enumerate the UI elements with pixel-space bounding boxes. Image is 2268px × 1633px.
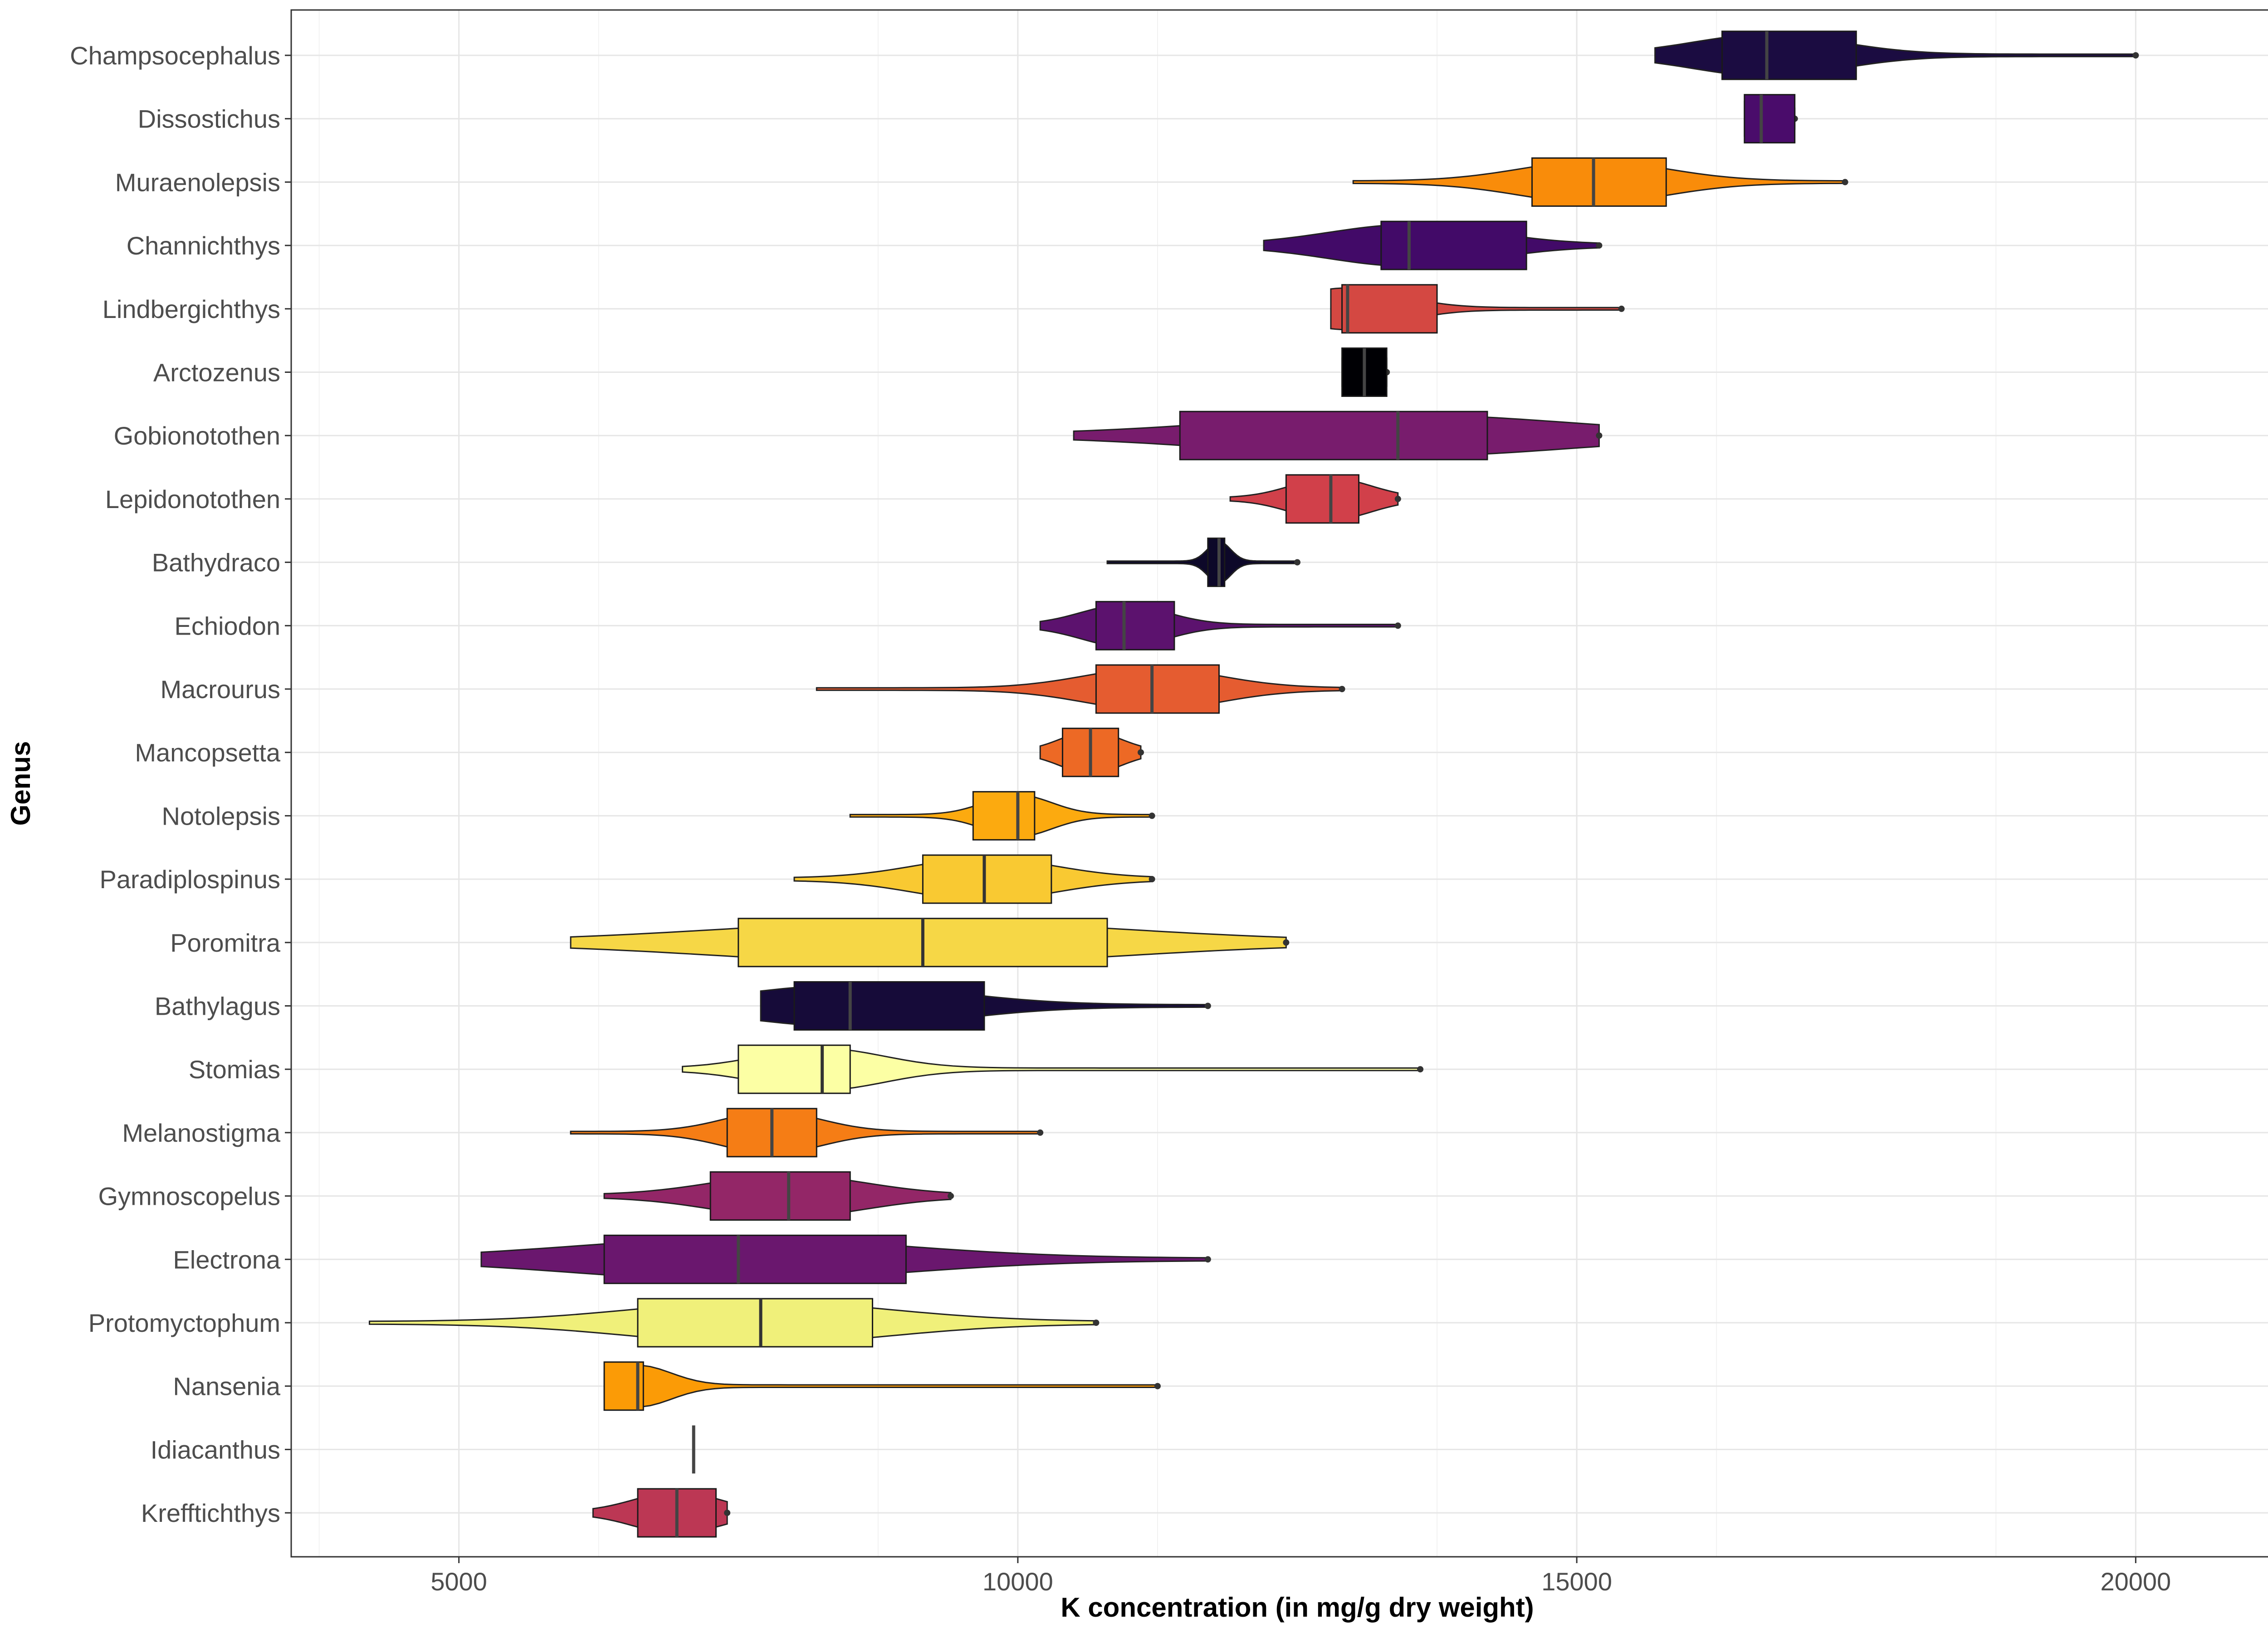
violin-max-point-krefftichthys	[724, 1510, 731, 1516]
boxplots	[603, 30, 1857, 1538]
box-gobionotothen	[1179, 411, 1488, 460]
violin-max-point-echiodon	[1394, 622, 1401, 629]
violin-max-point-notolepsis	[1149, 812, 1155, 819]
violin-max-point-lindbergichthys	[1618, 305, 1625, 312]
box-dissostichus	[1744, 94, 1796, 144]
x-tick-label: 5000	[430, 1567, 487, 1596]
box-echiodon	[1095, 601, 1175, 650]
violin-max-point-paradiplospinus	[1149, 876, 1155, 883]
y-tick-label-nansenia: Nansenia	[173, 1372, 280, 1401]
y-tick-label-poromitra: Poromitra	[170, 929, 281, 957]
y-axis: Champsocephalus Dissostichus Muraenolepsis…	[70, 41, 291, 1527]
y-tick-label-macrourus: Macrourus	[160, 675, 280, 704]
plot-panel-border	[290, 9, 2268, 1558]
violin-max-point-champsocephalus	[2132, 52, 2139, 59]
y-tick-label-protomyctophum: Protomyctophum	[88, 1309, 280, 1337]
y-tick-label-champsocephalus: Champsocephalus	[70, 41, 280, 70]
violin-max-point-electrona	[1204, 1256, 1211, 1263]
box-notolepsis	[972, 791, 1036, 841]
y-tick-label-arctozenus: Arctozenus	[153, 358, 280, 387]
y-tick-label-electrona: Electrona	[173, 1245, 280, 1274]
x-axis-title: K concentration (in mg/g dry weight)	[1061, 1592, 1534, 1623]
box-stomias	[738, 1044, 851, 1094]
violin-max-point-bathydraco	[1294, 559, 1300, 566]
box-paradiplospinus	[922, 854, 1052, 904]
box-bathylagus	[793, 981, 985, 1031]
y-tick-label-bathydraco: Bathydraco	[152, 548, 280, 577]
y-tick-label-gobionotothen: Gobionotothen	[114, 421, 280, 450]
x-tick-label: 20000	[2100, 1567, 2171, 1596]
x-tick-label: 10000	[982, 1567, 1053, 1596]
violin-max-point-muraenolepsis	[1842, 179, 1848, 186]
box-electrona	[603, 1234, 907, 1284]
y-tick-label-paradiplospinus: Paradiplospinus	[100, 865, 280, 894]
y-tick-label-lepidonotothen: Lepidonotothen	[105, 485, 280, 513]
box-bathydraco	[1207, 538, 1226, 587]
y-tick-label-mancopsetta: Mancopsetta	[135, 738, 280, 767]
y-tick-label-melanostigma: Melanostigma	[122, 1119, 280, 1147]
box-champsocephalus	[1721, 30, 1857, 80]
y-tick-label-channichthys: Channichthys	[127, 231, 280, 260]
box-lindbergichthys	[1341, 284, 1438, 334]
box-muraenolepsis	[1531, 157, 1667, 207]
violin-max-point-stomias	[1417, 1066, 1424, 1073]
box-gymnoscopelus	[709, 1171, 851, 1221]
violin-max-point-gymnoscopelus	[948, 1193, 954, 1199]
violin-max-point-channichthys	[1596, 242, 1603, 249]
y-tick-label-gymnoscopelus: Gymnoscopelus	[98, 1182, 280, 1211]
y-tick-label-lindbergichthys: Lindbergichthys	[103, 295, 280, 323]
violin-max-point-macrourus	[1339, 686, 1345, 692]
box-lepidonotothen	[1285, 474, 1360, 524]
violin-max-point-gobionotothen	[1596, 432, 1603, 439]
y-tick-label-echiodon: Echiodon	[174, 611, 280, 640]
y-tick-label-muraenolepsis: Muraenolepsis	[115, 168, 280, 196]
box-macrourus	[1095, 664, 1220, 714]
violin-max-point-protomyctophum	[1093, 1320, 1100, 1326]
x-tick-label: 15000	[1541, 1567, 1612, 1596]
y-tick-label-bathylagus: Bathylagus	[155, 992, 280, 1021]
violin-max-point-poromitra	[1283, 939, 1290, 946]
y-tick-label-idiacanthus: Idiacanthus	[151, 1435, 280, 1464]
x-axis: 5000 10000 15000 20000	[430, 1557, 2171, 1596]
violin-max-point-mancopsetta	[1137, 749, 1144, 756]
y-tick-label-notolepsis: Notolepsis	[162, 802, 280, 830]
violin-max-point-melanostigma	[1037, 1129, 1044, 1136]
box-channichthys	[1380, 220, 1527, 270]
violin-max-point-lepidonotothen	[1394, 495, 1401, 502]
y-axis-title: Genus	[5, 741, 36, 826]
violin-max-point-nansenia	[1154, 1383, 1161, 1389]
y-tick-label-dissostichus: Dissostichus	[138, 105, 280, 133]
y-tick-label-stomias: Stomias	[189, 1055, 280, 1084]
box-protomyctophum	[637, 1298, 874, 1348]
violin-max-point-bathylagus	[1204, 1002, 1211, 1009]
y-tick-label-krefftichthys: Krefftichthys	[141, 1499, 280, 1527]
